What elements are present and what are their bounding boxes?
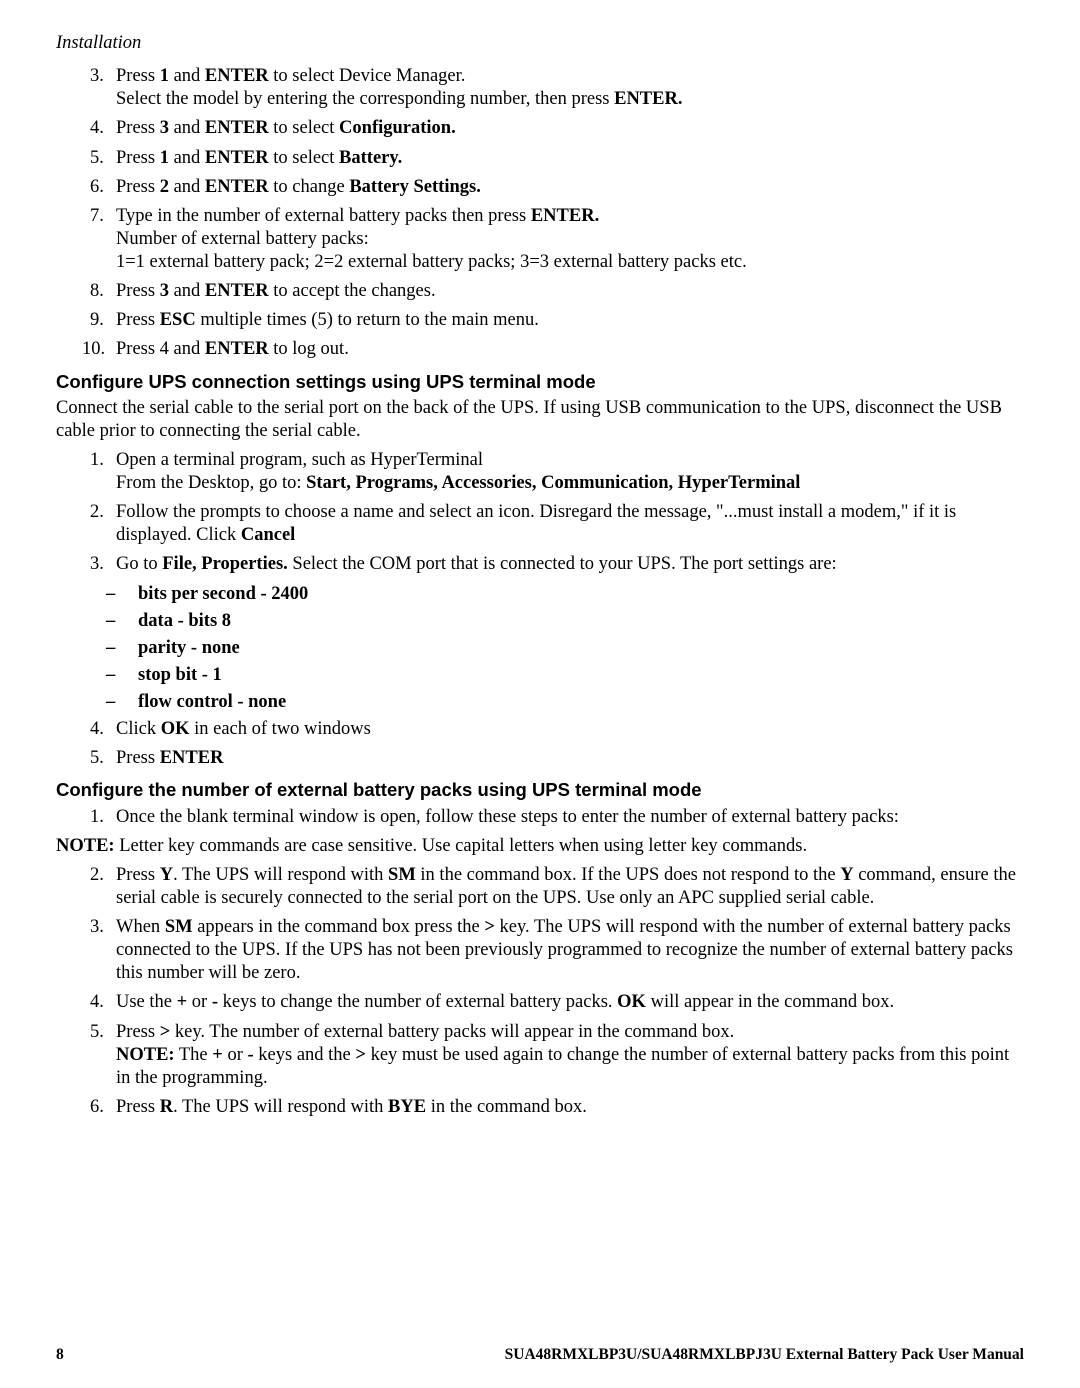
sublist-item: bits per second - 2400 — [106, 583, 1024, 606]
item-text: Press 3 and ENTER to accept the changes. — [116, 281, 436, 301]
list-item: 4. Press 3 and ENTER to select Configurat… — [90, 117, 1024, 140]
item-text: Type in the number of external battery p… — [116, 206, 747, 272]
sublist-text: parity - none — [138, 638, 240, 658]
item-number: 1. — [90, 449, 104, 472]
item-number: 9. — [90, 309, 104, 332]
list-item: 2. Press Y. The UPS will respond with SM … — [90, 864, 1024, 910]
list-item: 3. When SM appears in the command box pre… — [90, 916, 1024, 985]
list-item: 6. Press R. The UPS will respond with BYE… — [90, 1096, 1024, 1119]
list-item: 5. Press 1 and ENTER to select Battery. — [90, 147, 1024, 170]
item-text: Go to File, Properties. Select the COM p… — [116, 554, 837, 574]
item-text: Press 1 and ENTER to select Battery. — [116, 148, 402, 168]
note-letter-keys: NOTE: Letter key commands are case sensi… — [56, 835, 1024, 858]
list-item: 6. Press 2 and ENTER to change Battery Se… — [90, 176, 1024, 199]
list-item: 5. Press ENTER — [90, 747, 1024, 770]
list-item: 4. Use the + or - keys to change the numb… — [90, 991, 1024, 1014]
item-text: Press 2 and ENTER to change Battery Sett… — [116, 177, 481, 197]
item-number: 3. — [90, 553, 104, 576]
item-number: 5. — [90, 747, 104, 770]
page-header: Installation — [56, 32, 1024, 55]
item-number: 2. — [90, 501, 104, 524]
list-1: 3. Press 1 and ENTER to select Device Man… — [56, 65, 1024, 361]
item-number: 3. — [90, 65, 104, 88]
item-number: 6. — [90, 176, 104, 199]
item-text: When SM appears in the command box press… — [116, 917, 1013, 983]
list-2: 1. Open a terminal program, such as Hyper… — [56, 449, 1024, 577]
item-number: 5. — [90, 1021, 104, 1044]
list-item: 5. Press > key. The number of external ba… — [90, 1021, 1024, 1090]
item-text: Follow the prompts to choose a name and … — [116, 502, 956, 545]
item-number: 7. — [90, 205, 104, 228]
item-text: Press 3 and ENTER to select Configuratio… — [116, 118, 456, 138]
list-item: 8. Press 3 and ENTER to accept the change… — [90, 280, 1024, 303]
item-text: Use the + or - keys to change the number… — [116, 992, 894, 1012]
page-number: 8 — [56, 1345, 64, 1364]
heading-configure-battery-packs: Configure the number of external battery… — [56, 778, 1024, 801]
sublist-item: stop bit - 1 — [106, 664, 1024, 687]
item-number: 6. — [90, 1096, 104, 1119]
item-number: 4. — [90, 117, 104, 140]
list-3b: 2. Press Y. The UPS will respond with SM … — [56, 864, 1024, 1119]
list-item: 7. Type in the number of external battery… — [90, 205, 1024, 274]
sublist-item: flow control - none — [106, 691, 1024, 714]
sublist-item: parity - none — [106, 637, 1024, 660]
item-number: 5. — [90, 147, 104, 170]
list-3a: 1. Once the blank terminal window is open… — [56, 806, 1024, 829]
list-item: 3. Press 1 and ENTER to select Device Man… — [90, 65, 1024, 111]
sublist-item: data - bits 8 — [106, 610, 1024, 633]
item-text: Press ENTER — [116, 748, 223, 768]
list-item: 1. Once the blank terminal window is open… — [90, 806, 1024, 829]
list-2b: 4. Click OK in each of two windows 5. Press… — [56, 718, 1024, 770]
footer-title: SUA48RMXLBP3U/SUA48RMXLBPJ3U External Ba… — [505, 1345, 1024, 1364]
sublist-text: flow control - none — [138, 692, 286, 712]
list-item: 2. Follow the prompts to choose a name an… — [90, 501, 1024, 547]
item-text: Open a terminal program, such as HyperTe… — [116, 450, 800, 493]
item-text: Press Y. The UPS will respond with SM in… — [116, 865, 1016, 908]
list-item: 9. Press ESC multiple times (5) to return… — [90, 309, 1024, 332]
list-item: 3. Go to File, Properties. Select the CO… — [90, 553, 1024, 576]
paragraph-intro-1: Connect the serial cable to the serial p… — [56, 397, 1024, 443]
item-number: 10. — [82, 338, 105, 361]
list-item: 1. Open a terminal program, such as Hyper… — [90, 449, 1024, 495]
list-item: 10.Press 4 and ENTER to log out. — [90, 338, 1024, 361]
item-number: 1. — [90, 806, 104, 829]
sublist-text: stop bit - 1 — [138, 665, 222, 685]
item-number: 4. — [90, 991, 104, 1014]
sublist-port-settings: bits per second - 2400 data - bits 8 parit… — [56, 583, 1024, 715]
item-text: Once the blank terminal window is open, … — [116, 807, 899, 827]
item-number: 3. — [90, 916, 104, 939]
item-text: Press > key. The number of external batt… — [116, 1022, 1009, 1088]
item-text: Press 4 and ENTER to log out. — [116, 339, 349, 359]
item-number: 2. — [90, 864, 104, 887]
item-text: Press 1 and ENTER to select Device Manag… — [116, 66, 682, 109]
page-footer: 8 SUA48RMXLBP3U/SUA48RMXLBPJ3U External … — [56, 1345, 1024, 1364]
item-text: Press R. The UPS will respond with BYE i… — [116, 1097, 587, 1117]
sublist-text: bits per second - 2400 — [138, 584, 308, 604]
item-number: 8. — [90, 280, 104, 303]
item-text: Press ESC multiple times (5) to return t… — [116, 310, 539, 330]
list-item: 4. Click OK in each of two windows — [90, 718, 1024, 741]
heading-configure-connection: Configure UPS connection settings using … — [56, 370, 1024, 393]
item-text: Click OK in each of two windows — [116, 719, 371, 739]
item-number: 4. — [90, 718, 104, 741]
sublist-text: data - bits 8 — [138, 611, 231, 631]
